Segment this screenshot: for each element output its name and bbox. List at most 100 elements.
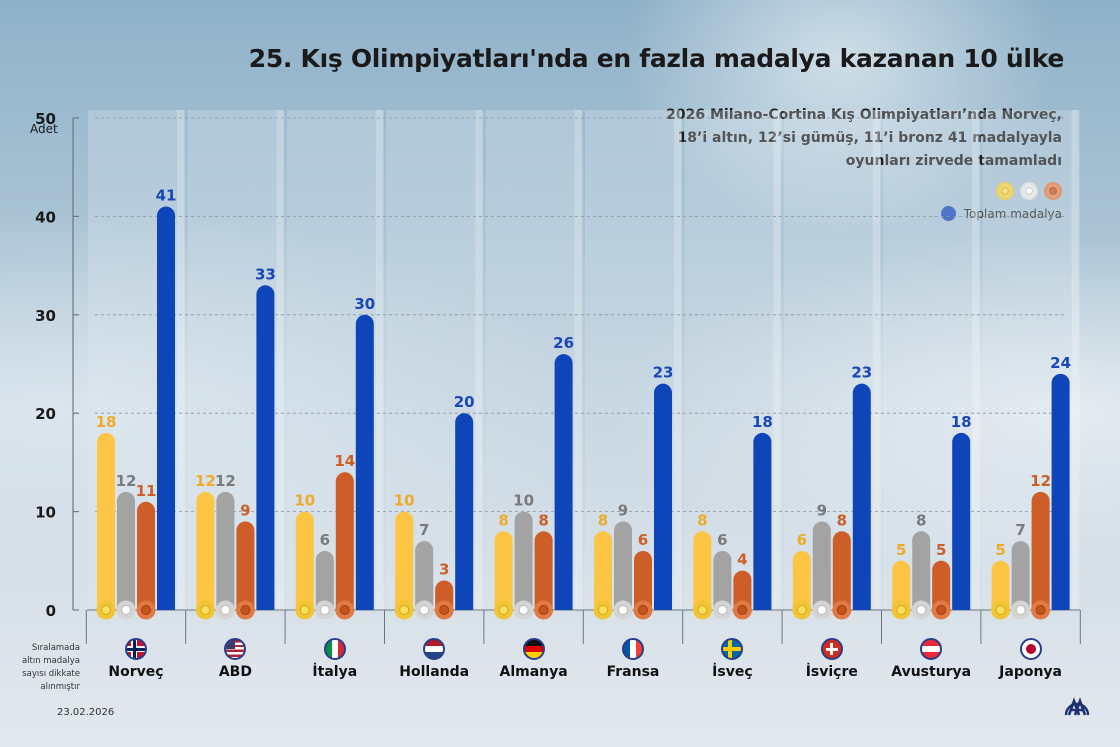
country-label: Hollanda	[384, 638, 484, 680]
silver-value-label: 9	[618, 501, 628, 519]
country-label: ABD	[185, 638, 285, 680]
bronze-bar	[236, 521, 255, 610]
silver-medal-center	[518, 605, 529, 615]
legend-medals	[996, 182, 1062, 200]
country-name: İtalya	[312, 664, 358, 680]
silver-value-label: 7	[419, 521, 429, 539]
gold-medal-center	[796, 605, 807, 615]
total-bar	[1051, 373, 1070, 610]
gold-value-label: 8	[697, 511, 707, 529]
total-bar	[952, 432, 971, 610]
country-name: Hollanda	[399, 664, 470, 680]
country-name: İsveç	[712, 664, 753, 680]
silver-bar	[216, 491, 235, 610]
total-bar	[355, 314, 374, 610]
netherlands-flag-icon	[423, 638, 446, 660]
bronze-bar	[733, 570, 752, 610]
gold-value-label: 10	[294, 492, 315, 510]
note-line: alınmıştır	[40, 682, 80, 692]
country-label: Norveç	[86, 638, 186, 680]
bronze-bar	[932, 560, 951, 610]
bronze-value-label: 14	[334, 452, 355, 470]
silver-bar	[315, 550, 334, 610]
country-label: İsveç	[682, 638, 782, 680]
bronze-medal-center	[339, 605, 350, 615]
silver-medal-center	[319, 605, 330, 615]
gold-medal-center	[399, 605, 410, 615]
y-tick-label: 0	[46, 602, 56, 620]
y-tick-label: 50	[35, 110, 56, 128]
gold-bar	[494, 531, 513, 610]
gold-medal-center	[200, 605, 211, 615]
silver-bar	[614, 521, 632, 610]
japan-flag-icon	[1019, 638, 1042, 660]
country-name: ABD	[218, 664, 252, 680]
legend-total: Toplam madalya	[940, 206, 1062, 221]
silver-medal-center	[121, 605, 131, 615]
total-value-label: 41	[156, 187, 177, 205]
silver-bar	[912, 531, 931, 610]
country-label: İtalya	[285, 638, 385, 680]
total-value-label: 18	[752, 413, 773, 431]
bronze-medal-center	[836, 605, 847, 615]
silver-value-label: 8	[916, 511, 926, 529]
country-name: Norveç	[108, 664, 164, 680]
silver-bar	[415, 541, 434, 610]
silver-medal-icon	[1020, 182, 1038, 200]
silver-bar	[713, 550, 732, 610]
gold-value-label: 6	[797, 531, 807, 549]
silver-medal-center	[816, 605, 827, 615]
country-name: Avusturya	[891, 664, 972, 680]
gold-medal-center	[995, 605, 1006, 615]
total-bar	[554, 354, 573, 610]
gold-bar	[792, 550, 811, 610]
france-flag-icon	[622, 638, 644, 660]
total-value-label: 23	[653, 364, 674, 382]
note-line: Sıralamada	[31, 643, 80, 653]
silver-value-label: 6	[320, 531, 330, 549]
gold-bar	[892, 560, 911, 610]
bronze-value-label: 9	[240, 501, 250, 519]
subtitle-line: 2026 Milano-Cortina Kış Olimpiyatları’nd…	[666, 104, 1062, 127]
country-label: İsviçre	[782, 638, 882, 680]
bronze-value-label: 4	[737, 551, 747, 569]
silver-value-label: 9	[817, 501, 827, 519]
norway-flag-icon	[125, 638, 147, 660]
total-value-label: 26	[553, 334, 574, 352]
gold-bar	[295, 511, 314, 610]
gold-medal-center	[896, 605, 907, 615]
gold-medal-center	[101, 605, 111, 615]
sweden-flag-icon	[721, 638, 744, 660]
legend-total-label: Toplam madalya	[964, 207, 1062, 221]
silver-value-label: 10	[513, 492, 534, 510]
chart-subtitle: 2026 Milano-Cortina Kış Olimpiyatları’nd…	[666, 104, 1062, 173]
bronze-bar	[832, 531, 851, 610]
bronze-medal-center	[240, 605, 251, 615]
note-line: sayısı dikkate	[22, 669, 80, 679]
silver-medal-center	[717, 605, 728, 615]
usa-flag-icon	[224, 638, 247, 660]
gold-bar	[97, 432, 115, 610]
total-bar	[654, 383, 672, 610]
total-dot-icon	[940, 206, 956, 221]
gold-value-label: 10	[394, 492, 415, 510]
country-name: İsviçre	[805, 664, 858, 680]
silver-medal-center	[916, 605, 927, 615]
country-name: Almanya	[499, 664, 568, 680]
group-separator	[375, 110, 384, 610]
silver-bar	[117, 491, 135, 610]
austria-flag-icon	[920, 638, 943, 660]
total-bar	[256, 285, 275, 610]
germany-flag-icon	[522, 638, 545, 660]
group-separator	[276, 110, 285, 610]
total-value-label: 23	[851, 364, 872, 382]
total-bar	[455, 413, 474, 610]
bronze-medal-center	[439, 605, 450, 615]
bronze-medal-center	[1035, 605, 1046, 615]
y-tick-label: 30	[35, 307, 56, 325]
country-label: Avusturya	[881, 638, 981, 680]
total-value-label: 24	[1050, 354, 1071, 372]
total-value-label: 30	[354, 295, 375, 313]
group-separator	[972, 110, 981, 610]
y-tick-label: 10	[35, 504, 56, 522]
